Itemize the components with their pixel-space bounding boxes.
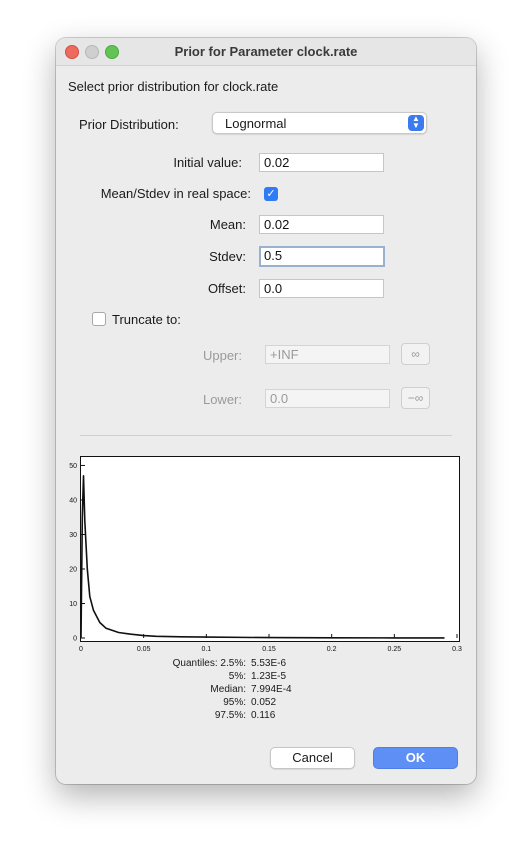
upper-field[interactable]: +INF [265, 345, 390, 364]
quantile-label-97-5: 97.5%: [214, 710, 246, 721]
quantile-label-5: 5%: [228, 671, 246, 682]
prior-distribution-select[interactable]: Lognormal ▲ ▼ [212, 112, 427, 134]
lower-label: Lower: [202, 392, 242, 407]
quantile-label-95: 95%: [223, 697, 246, 708]
mean-field[interactable]: 0.02 [259, 215, 384, 234]
initial-value-label: Initial value: [173, 155, 242, 170]
stdev-label: Stdev: [209, 249, 246, 264]
x-tick-label: 0.05 [137, 646, 151, 653]
plot-area [80, 456, 460, 642]
upper-label: Upper: [202, 348, 242, 363]
quantile-value-median: 7.994E-4 [251, 684, 292, 695]
lower-field[interactable]: 0.0 [265, 389, 390, 408]
prior-distribution-value: Lognormal [225, 116, 287, 131]
ok-button[interactable]: OK [373, 747, 458, 769]
initial-value-field[interactable]: 0.02 [259, 153, 384, 172]
y-tick-label: 0 [73, 636, 77, 643]
x-tick-label: 0.15 [262, 646, 276, 653]
x-tick-label: 0.3 [452, 646, 462, 653]
offset-field[interactable]: 0.0 [259, 279, 384, 298]
x-tick-label: 0.1 [201, 646, 211, 653]
quantile-label-2-5: Quantiles: 2.5%: [172, 658, 246, 669]
truncate-label: Truncate to: [112, 312, 181, 327]
y-tick-label: 30 [69, 532, 77, 539]
chevron-updown-icon: ▲ ▼ [408, 115, 424, 131]
stdev-field[interactable]: 0.5 [259, 246, 385, 267]
checkmark-icon: ✓ [266, 188, 276, 200]
y-tick-label: 40 [69, 497, 77, 504]
quantile-label-median: Median: [210, 684, 246, 695]
quantile-value-5: 1.23E-5 [251, 671, 287, 682]
quantile-value-95: 0.052 [251, 697, 277, 708]
quantile-value-97-5: 0.116 [251, 710, 276, 721]
quantile-value-2-5: 5.53E-6 [251, 658, 287, 669]
infinity-button[interactable]: ∞ [401, 343, 430, 365]
y-tick-label: 50 [69, 463, 77, 470]
window-title: Prior for Parameter clock.rate [174, 44, 358, 59]
minimize-window-button[interactable] [85, 45, 99, 59]
cancel-button[interactable]: Cancel [270, 747, 355, 769]
realspace-label: Mean/Stdev in real space: [100, 186, 251, 201]
dialog-heading: Select prior distribution for clock.rate [68, 79, 279, 94]
truncate-checkbox[interactable] [92, 312, 106, 326]
dialog-window: Prior for Parameter clock.rate Select pr… [56, 38, 476, 784]
y-tick-label: 20 [69, 566, 77, 573]
close-window-button[interactable] [65, 45, 79, 59]
density-line [80, 474, 445, 639]
x-tick-label: 0.25 [388, 646, 402, 653]
distribution-chart: 0 0.05 0.1 0.15 0.2 0.25 0.3 0 10 20 30 40 50 [69, 463, 462, 653]
mean-label: Mean: [209, 217, 246, 232]
negative-infinity-button[interactable]: −∞ [401, 387, 430, 409]
x-tick-label: 0 [79, 646, 83, 653]
prior-distribution-label: Prior Distribution: [79, 117, 179, 132]
separator [80, 435, 452, 436]
y-tick-label: 10 [69, 601, 77, 608]
offset-label: Offset: [207, 281, 246, 296]
title-bar: Prior for Parameter clock.rate [56, 38, 476, 66]
zoom-window-button[interactable] [105, 45, 119, 59]
x-tick-label: 0.2 [327, 646, 337, 653]
realspace-checkbox[interactable]: ✓ [264, 187, 278, 201]
